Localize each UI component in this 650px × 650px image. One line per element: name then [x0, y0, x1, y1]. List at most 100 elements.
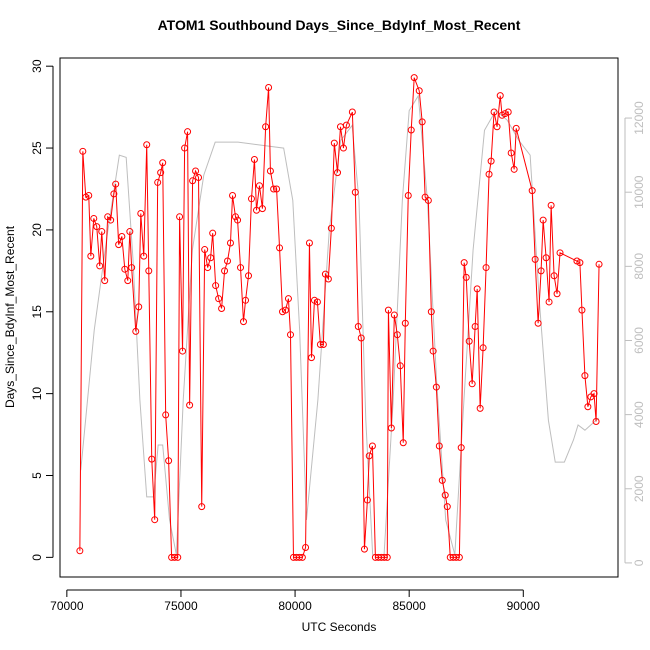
plot-frame: [59, 57, 619, 578]
data-point: [159, 159, 167, 167]
data-point: [553, 290, 561, 298]
data-point: [550, 272, 558, 280]
data-point: [209, 229, 217, 237]
data-point: [399, 439, 407, 447]
data-point: [305, 239, 313, 247]
data-point: [542, 254, 550, 262]
data-point: [351, 188, 359, 196]
data-point: [90, 214, 98, 222]
data-point: [592, 417, 600, 425]
data-point: [324, 275, 332, 283]
data-point: [334, 169, 342, 177]
data-point: [415, 87, 423, 95]
data-point: [455, 553, 463, 561]
data-point: [432, 383, 440, 391]
data-point: [393, 331, 401, 339]
data-point: [239, 318, 247, 326]
data-point: [476, 404, 484, 412]
data-point: [226, 239, 234, 247]
y-tick-label: 20: [30, 223, 44, 237]
data-point: [307, 354, 315, 362]
data-point: [330, 139, 338, 147]
data-point: [128, 264, 136, 272]
data-point: [383, 553, 391, 561]
data-point: [132, 327, 140, 335]
data-point: [321, 270, 329, 278]
data-point: [135, 303, 143, 311]
data-point: [368, 442, 376, 450]
data-point: [143, 141, 151, 149]
data-point: [473, 285, 481, 293]
data-point: [154, 178, 162, 186]
data-point: [247, 195, 255, 203]
data-point: [276, 244, 284, 252]
data-point: [471, 323, 479, 331]
data-point: [287, 331, 295, 339]
data-point: [429, 347, 437, 355]
data-point: [319, 341, 327, 349]
data-point: [118, 232, 126, 240]
data-point: [357, 334, 365, 342]
data-point: [79, 147, 87, 155]
data-point: [250, 156, 258, 164]
data-point: [76, 547, 84, 555]
data-point: [284, 295, 292, 303]
data-point: [126, 228, 134, 236]
data-point: [584, 403, 592, 411]
data-point: [255, 182, 263, 190]
data-line: [79, 77, 600, 558]
data-point: [245, 272, 253, 280]
data-point: [115, 241, 123, 249]
data-point: [204, 264, 212, 272]
data-point: [212, 282, 220, 290]
data-point: [339, 144, 347, 152]
data-point: [407, 126, 415, 134]
data-point: [512, 124, 520, 132]
data-point: [496, 92, 504, 100]
data-point: [443, 503, 451, 511]
data-point: [107, 216, 115, 224]
data-point: [581, 372, 589, 380]
data-point: [295, 553, 303, 561]
data-point: [576, 259, 584, 267]
data-point: [485, 170, 493, 178]
data-point: [547, 201, 555, 209]
data-point: [534, 319, 542, 327]
data-point: [468, 380, 476, 388]
data-point: [302, 544, 310, 552]
data-point: [258, 205, 266, 213]
chart-title: ATOM1 Southbound Days_Since_BdyInf_Most_…: [158, 17, 521, 33]
data-point: [273, 185, 281, 193]
data-point: [479, 344, 487, 352]
data-point: [504, 108, 512, 116]
data-point: [348, 108, 356, 116]
data-point: [457, 444, 465, 452]
y2-tick-label: 2000: [632, 475, 646, 502]
y-tick-label: 5: [30, 472, 44, 479]
data-point: [360, 545, 368, 553]
data-point: [390, 311, 398, 319]
data-point: [452, 553, 460, 561]
data-point: [93, 223, 101, 231]
data-point: [327, 224, 335, 232]
y2-tick-label: 8000: [632, 253, 646, 280]
data-point: [424, 196, 432, 204]
data-point: [590, 390, 598, 398]
data-point: [487, 157, 495, 165]
x-tick-label: 75000: [164, 599, 198, 613]
data-point: [462, 273, 470, 281]
data-point: [124, 277, 132, 285]
data-point: [174, 553, 182, 561]
x-tick-label: 90000: [507, 599, 541, 613]
x-axis-label: UTC Seconds: [302, 620, 377, 634]
data-point: [510, 165, 518, 173]
data-point: [281, 306, 289, 314]
data-point: [137, 210, 145, 218]
data-point: [140, 252, 148, 260]
data-point: [266, 167, 274, 175]
data-point: [531, 255, 539, 263]
data-point: [192, 167, 200, 175]
data-point: [438, 476, 446, 484]
data-point: [184, 128, 192, 136]
